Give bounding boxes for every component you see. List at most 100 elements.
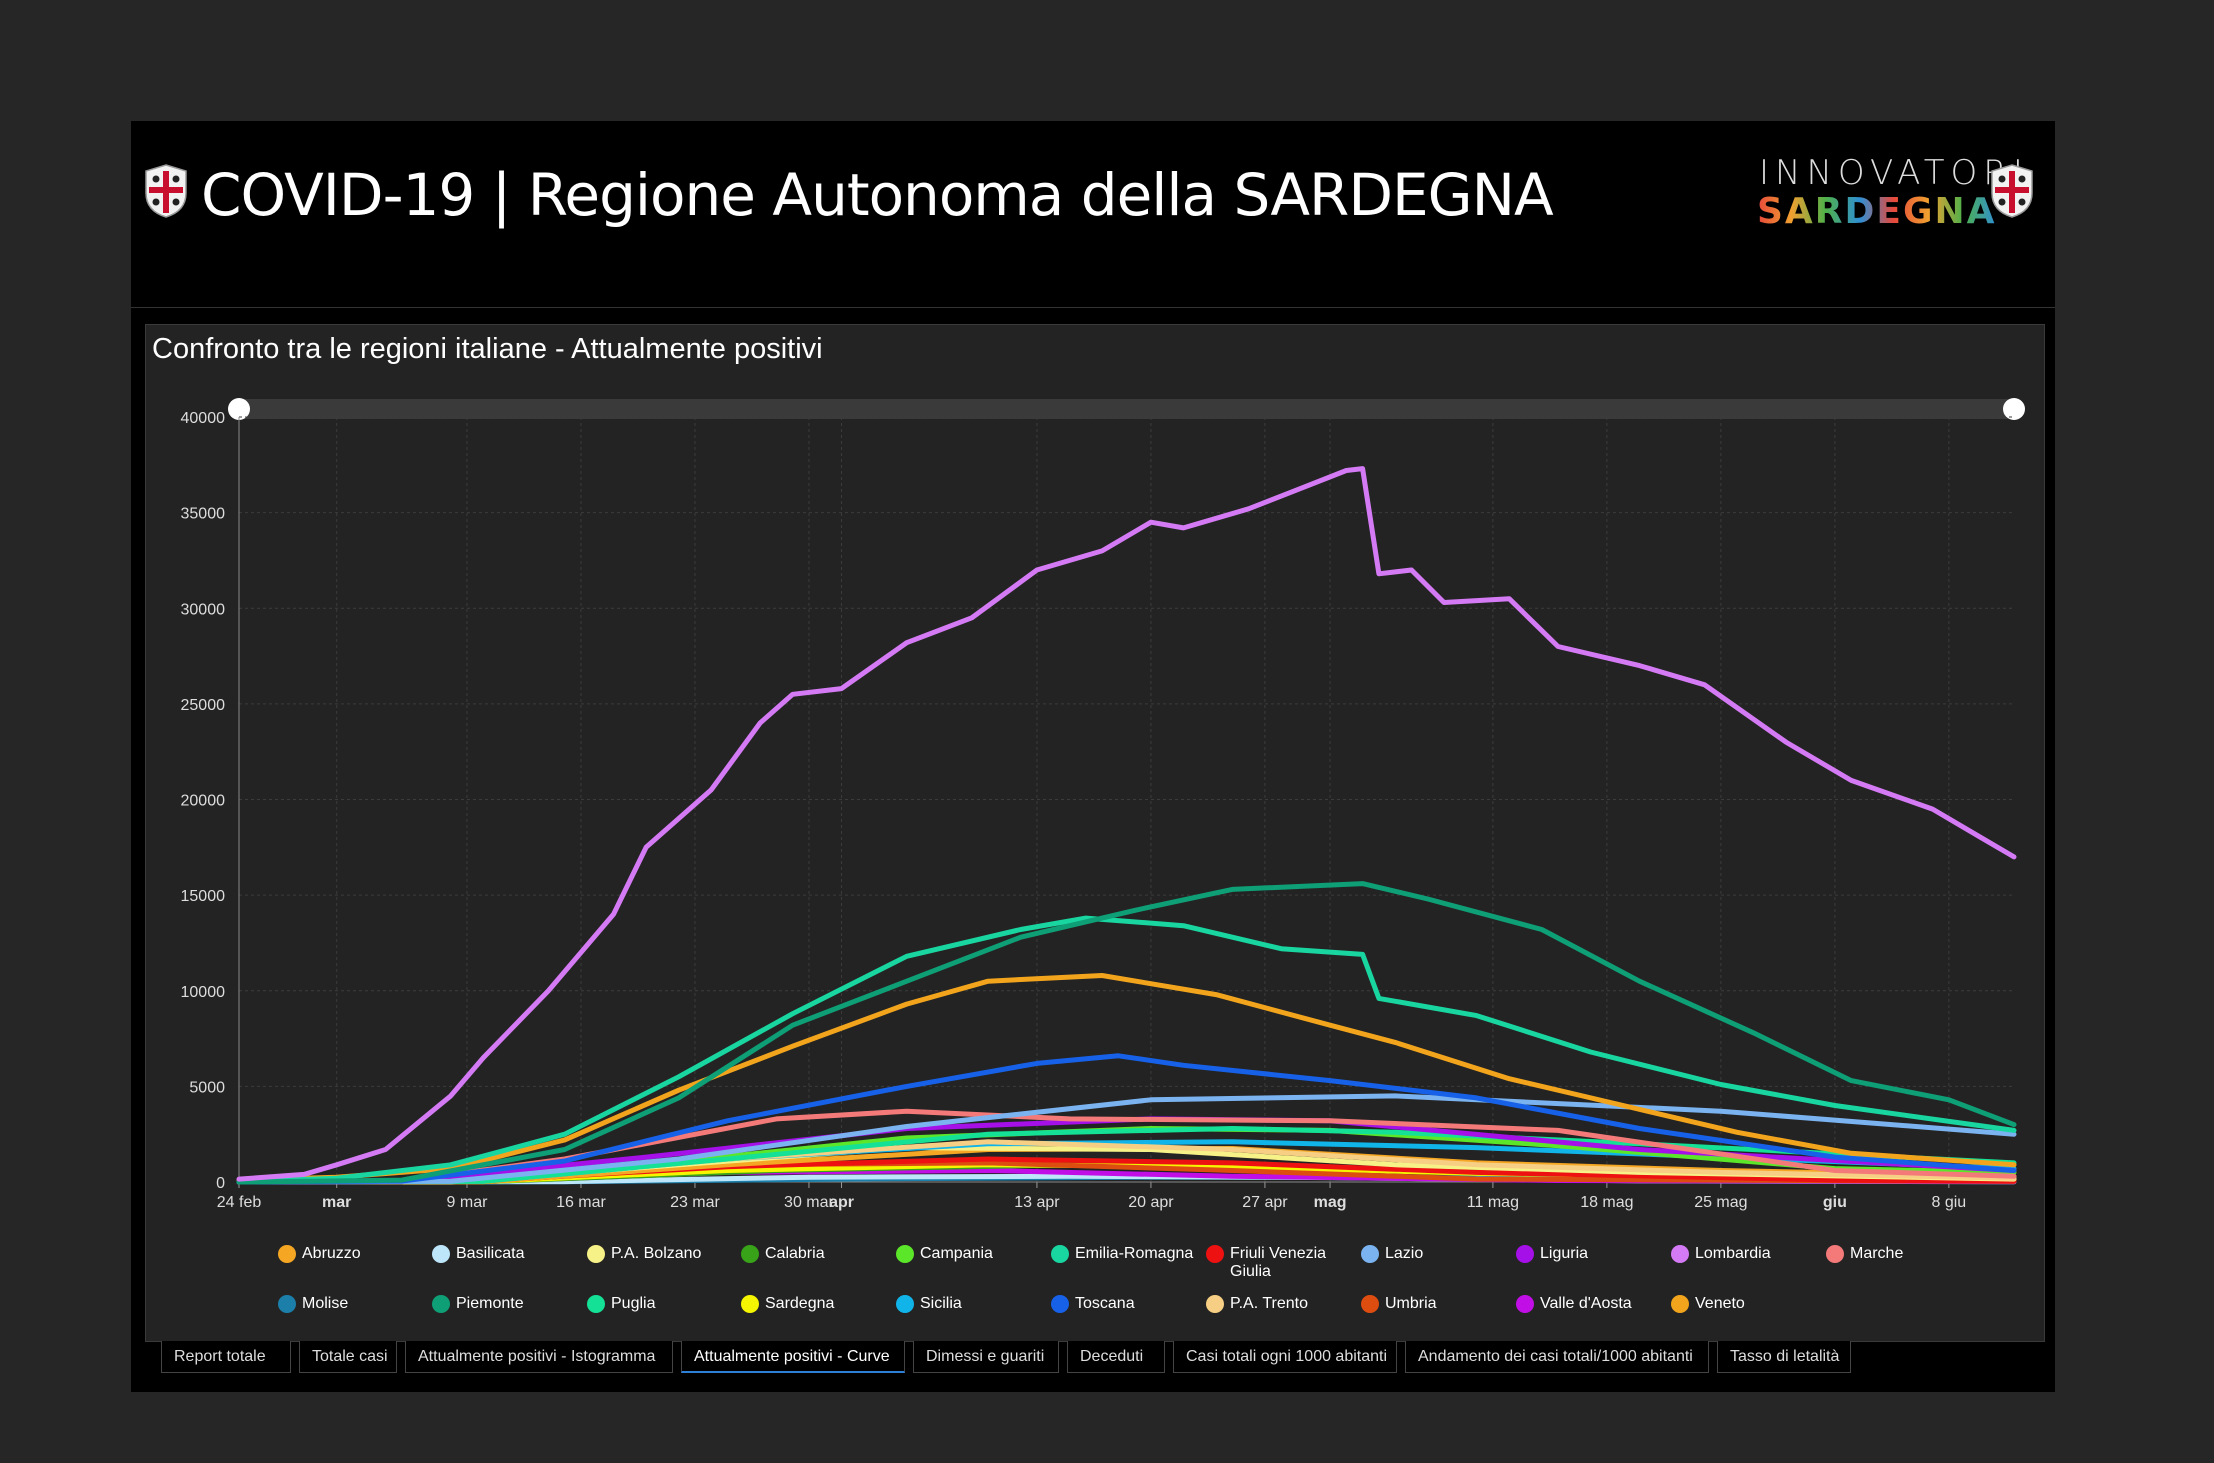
range-slider-track xyxy=(239,399,2014,419)
legend-swatch xyxy=(741,1245,759,1263)
legend-item[interactable]: Lombardia xyxy=(1671,1245,1771,1263)
x-tick-label: 8 giu xyxy=(1932,1194,1967,1211)
range-slider-handle-right[interactable] xyxy=(2003,398,2025,420)
x-tick-label: mag xyxy=(1314,1194,1347,1211)
series-line-piemonte xyxy=(236,881,2017,1185)
legend-swatch xyxy=(896,1245,914,1263)
legend-swatch xyxy=(1671,1295,1689,1313)
brand-innovatori: INNOVATORI xyxy=(1759,153,2029,193)
legend-item[interactable]: Molise xyxy=(278,1295,348,1313)
legend-item[interactable]: P.A. Trento xyxy=(1206,1295,1308,1313)
legend-label: P.A. Bolzano xyxy=(611,1245,702,1262)
legend-item[interactable]: Valle d'Aosta xyxy=(1516,1295,1632,1313)
legend-swatch xyxy=(278,1245,296,1263)
tab-tasso-di-letalit[interactable]: Tasso di letalità xyxy=(1717,1341,1851,1373)
tab-dimessi-e-guariti[interactable]: Dimessi e guariti xyxy=(913,1341,1059,1373)
legend-swatch xyxy=(587,1245,605,1263)
y-tick-label: 20000 xyxy=(181,793,226,810)
header: COVID-19 | Regione Autonoma della SARDEG… xyxy=(131,121,2055,308)
y-tick-label: 40000 xyxy=(181,410,226,427)
y-tick-label: 0 xyxy=(216,1175,225,1192)
page-title: COVID-19 | Regione Autonoma della SARDEG… xyxy=(201,161,1554,229)
legend-item[interactable]: Campania xyxy=(896,1245,993,1263)
x-tick-label: giu xyxy=(1823,1194,1847,1211)
chart-title: Confronto tra le regioni italiane - Attu… xyxy=(152,333,823,365)
legend-item[interactable]: Umbria xyxy=(1361,1295,1437,1313)
legend-label: Veneto xyxy=(1695,1295,1745,1312)
x-tick-label: 11 mag xyxy=(1467,1194,1519,1211)
legend-swatch xyxy=(432,1295,450,1313)
series-line-lombardia xyxy=(236,466,2017,1182)
legend-label: Basilicata xyxy=(456,1245,525,1262)
tab-casi-totali-ogni-1000-abitanti[interactable]: Casi totali ogni 1000 abitanti xyxy=(1173,1341,1397,1373)
legend-item[interactable]: Toscana xyxy=(1051,1295,1135,1313)
chart-panel: Confronto tra le regioni italiane - Attu… xyxy=(145,324,2045,1342)
y-tick-label: 10000 xyxy=(181,984,226,1001)
series-line-toscana xyxy=(236,1053,2017,1185)
legend-item[interactable]: Basilicata xyxy=(432,1245,524,1263)
legend-item[interactable]: Liguria xyxy=(1516,1245,1588,1263)
y-tick-label: 5000 xyxy=(189,1079,225,1096)
legend-label: Friuli Venezia Giulia xyxy=(1230,1245,1327,1280)
legend-label: Calabria xyxy=(765,1245,825,1262)
legend-label: Puglia xyxy=(611,1295,656,1312)
tab-attualmente-positivi-istogramma[interactable]: Attualmente positivi - Istogramma xyxy=(405,1341,673,1373)
legend-swatch xyxy=(432,1245,450,1263)
legend-swatch xyxy=(1206,1245,1224,1263)
x-tick-label: 18 mag xyxy=(1580,1194,1633,1211)
tab-report-totale[interactable]: Report totale xyxy=(161,1341,291,1373)
legend-item[interactable]: Calabria xyxy=(741,1245,825,1263)
legend-item[interactable]: Abruzzo xyxy=(278,1245,361,1263)
legend-label: Molise xyxy=(302,1295,349,1312)
legend-swatch xyxy=(896,1295,914,1313)
legend-label: Marche xyxy=(1850,1245,1904,1262)
range-slider-handle-left[interactable] xyxy=(228,398,250,420)
legend-label: Umbria xyxy=(1385,1295,1437,1312)
legend-swatch xyxy=(1671,1245,1689,1263)
legend-label: Abruzzo xyxy=(302,1245,361,1262)
legend-item[interactable]: Puglia xyxy=(587,1295,655,1313)
legend-label: Sicilia xyxy=(920,1295,962,1312)
legend-label: Campania xyxy=(920,1245,993,1262)
sardinia-crest-icon xyxy=(145,164,187,218)
tab-attualmente-positivi-curve[interactable]: Attualmente positivi - Curve xyxy=(681,1341,905,1373)
legend-item[interactable]: Friuli Venezia Giulia xyxy=(1206,1245,1330,1281)
x-tick-label: 9 mar xyxy=(447,1194,489,1211)
y-tick-label: 25000 xyxy=(181,697,226,714)
legend-item[interactable]: Lazio xyxy=(1361,1245,1423,1263)
legend-item[interactable]: P.A. Bolzano xyxy=(587,1245,701,1263)
legend-item[interactable]: Veneto xyxy=(1671,1295,1745,1313)
legend-item[interactable]: Piemonte xyxy=(432,1295,524,1313)
x-tick-label: 25 mag xyxy=(1694,1194,1747,1211)
legend-swatch xyxy=(741,1295,759,1313)
x-tick-label: 16 mar xyxy=(556,1194,606,1211)
legend-item[interactable]: Sardegna xyxy=(741,1295,834,1313)
y-tick-label: 35000 xyxy=(181,506,226,523)
tab-totale-casi[interactable]: Totale casi xyxy=(299,1341,397,1373)
x-tick-label: mar xyxy=(322,1194,351,1211)
legend-swatch xyxy=(1361,1295,1379,1313)
legend-swatch xyxy=(1206,1295,1224,1313)
x-tick-label: 13 apr xyxy=(1014,1194,1060,1211)
legend-label: Liguria xyxy=(1540,1245,1589,1262)
legend-item[interactable]: Emilia-Romagna xyxy=(1051,1245,1193,1263)
x-tick-label: apr xyxy=(829,1194,854,1211)
tab-deceduti[interactable]: Deceduti xyxy=(1067,1341,1165,1373)
tab-andamento-dei-casi-totali-1000-abitanti[interactable]: Andamento dei casi totali/1000 abitanti xyxy=(1405,1341,1709,1373)
legend-swatch xyxy=(1051,1245,1069,1263)
legend-swatch xyxy=(1361,1245,1379,1263)
legend-label: Emilia-Romagna xyxy=(1075,1245,1194,1262)
series-line-veneto xyxy=(236,973,2017,1183)
x-tick-label: 27 apr xyxy=(1242,1194,1288,1211)
legend-label: Piemonte xyxy=(456,1295,524,1312)
legend-item[interactable]: Sicilia xyxy=(896,1295,962,1313)
brand-sardegna: SARDEGNA xyxy=(1757,191,1997,232)
x-tick-label: 23 mar xyxy=(670,1194,720,1211)
series-line-lazio xyxy=(236,1093,2017,1185)
y-tick-label: 15000 xyxy=(181,888,226,905)
legend-label: P.A. Trento xyxy=(1230,1295,1308,1312)
legend-item[interactable]: Marche xyxy=(1826,1245,1903,1263)
series-line-puglia xyxy=(236,1126,2017,1185)
line-chart: 0 5000 10000 15000 20000 25000 30000 35000 40000… xyxy=(181,398,2025,1211)
legend-swatch xyxy=(278,1295,296,1313)
